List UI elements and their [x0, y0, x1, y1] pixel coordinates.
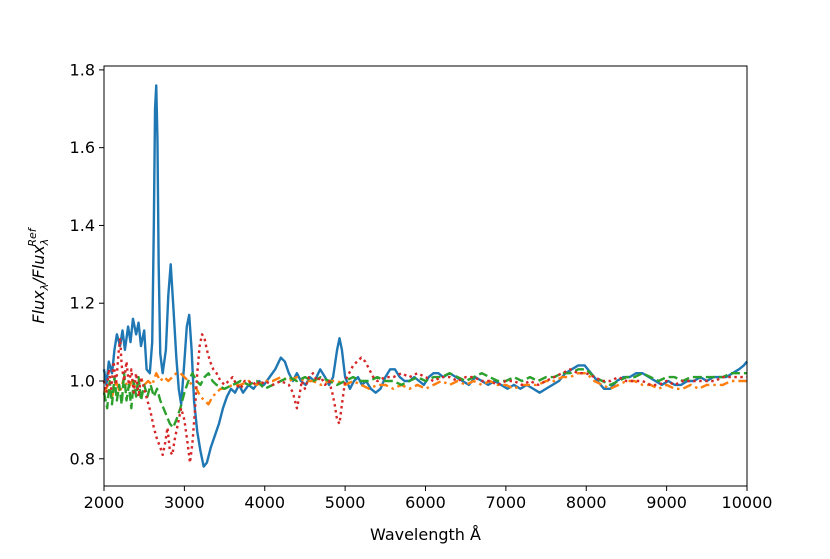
y-tick-label: 0.8 [70, 449, 95, 468]
x-tick-label: 8000 [566, 493, 607, 512]
series-layer [102, 84, 748, 468]
y-label-sub2: λ [38, 239, 51, 247]
y-label-sub1: λ [38, 284, 51, 292]
y-tick-label: 1.0 [70, 372, 95, 391]
x-axis: 2000 3000 4000 5000 6000 7000 8000 9000 10000 [84, 486, 773, 512]
y-tick-label: 1.8 [70, 60, 95, 79]
y-label-base: Flux [29, 290, 48, 324]
x-tick-label: 10000 [722, 493, 773, 512]
series-line-1 [102, 84, 748, 468]
x-tick-label: 4000 [244, 493, 285, 512]
x-tick-label: 7000 [486, 493, 527, 512]
y-label-sup2: Ref [26, 226, 39, 246]
x-axis-label: Wavelength Å [370, 525, 481, 544]
y-axis-label: Fluxλ/FluxλRef [26, 226, 51, 323]
x-tick-label: 6000 [405, 493, 446, 512]
y-tick-label: 1.4 [70, 216, 95, 235]
y-axis: 0.8 1.0 1.2 1.4 1.6 1.8 [70, 60, 104, 468]
y-tick-label: 1.2 [70, 294, 95, 313]
x-tick-label: 3000 [164, 493, 205, 512]
y-label-mid: /Flux [29, 245, 48, 286]
series-line-2 [102, 372, 747, 406]
x-tick-label: 5000 [325, 493, 366, 512]
x-tick-label: 9000 [646, 493, 687, 512]
x-tick-label: 2000 [84, 493, 125, 512]
plot-frame [103, 65, 748, 487]
series-line-4 [102, 333, 747, 464]
y-tick-label: 1.6 [70, 138, 95, 157]
